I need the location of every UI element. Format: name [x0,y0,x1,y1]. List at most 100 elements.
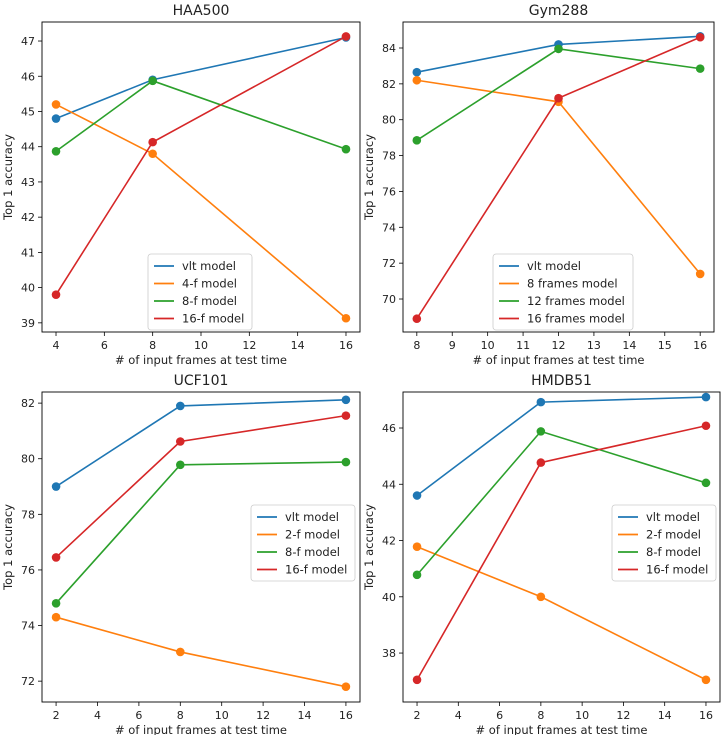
x-tick-label: 9 [449,339,456,352]
x-tick-label: 4 [94,709,101,722]
y-tick-label: 47 [21,35,35,48]
data-point [341,411,351,420]
data-point [341,313,351,323]
subplot-ucf101: UCF101 2 4 6 8 10 12 14 16 72 74 76 78 80 82 # of input… [1,373,361,737]
series-line-0 [55,398,346,488]
y-tick-label: 72 [21,675,35,688]
axes-frame [41,21,361,333]
x-tick-label: 4 [455,709,462,722]
data-point [412,491,422,500]
x-tick-label: 14 [658,709,672,722]
x-tick-label: 2 [53,709,60,722]
x-axis-label: # of input frames at test time [473,353,645,367]
legend-label: vlt model [646,510,700,524]
y-tick-label: 82 [382,78,396,91]
data-point [341,457,351,467]
x-tick-label: 16 [339,709,353,722]
legend-label: 8-f model [646,545,701,559]
legend-label: 16-f model [646,563,708,577]
x-tick-label: 8 [537,709,544,722]
x-tick-label: 16 [339,339,353,352]
data-point [51,482,61,491]
legend-label: vlt model [285,510,339,524]
data-point [412,570,422,580]
legend-box [250,504,356,582]
x-tick-label: 8 [413,339,420,352]
legend-label: 16-f model [182,312,244,326]
legend-label: 2-f model [285,528,340,542]
y-tick-label: 72 [382,257,396,270]
axes-frame [41,391,361,703]
series-line-1 [55,616,347,688]
y-tick-label: 38 [382,647,396,660]
data-point [536,427,546,436]
y-tick-label: 45 [21,105,35,118]
chart-title: HAA500 [173,3,230,19]
data-point [51,553,61,562]
data-point [148,76,157,86]
data-point [148,149,157,159]
legend: vlt model 4-f model 8-f model 16-f model [147,253,253,331]
legend-label: vlt model [527,259,581,273]
y-tick-label: 80 [382,114,396,127]
legend-label: 8-f model [285,545,340,559]
y-tick-label: 82 [21,397,35,410]
chart-title: UCF101 [174,373,229,389]
y-tick-label: 76 [21,564,35,577]
y-tick-label: 42 [382,535,396,548]
legend: vlt model 2-f model 8-f model 16-f model [611,504,717,582]
legend-label: 4-f model [182,277,237,291]
y-axis-label: Top 1 accuracy [1,134,15,221]
x-tick-label: 10 [575,709,589,722]
x-tick-label: 12 [242,339,256,352]
y-tick-label: 46 [21,70,35,83]
y-axis-label: Top 1 accuracy [362,504,376,591]
x-tick-label: 10 [194,339,208,352]
data-point [412,542,422,552]
data-point [51,599,61,608]
legend: vlt model 2-f model 8-f model 16-f model [250,504,356,582]
y-tick-label: 46 [382,422,396,435]
data-point [51,290,61,299]
data-point [175,437,185,446]
x-tick-label: 4 [53,339,60,352]
legend: vlt model 8 frames model 12 frames model 16… [492,253,634,331]
y-axis-label: Top 1 accuracy [1,504,15,591]
data-point [695,269,705,279]
x-tick-label: 10 [481,339,495,352]
y-tick-label: 42 [21,211,35,224]
legend-label: 8 frames model [527,277,618,291]
data-point [51,612,61,622]
y-tick-label: 80 [21,453,35,466]
x-tick-label: 14 [291,339,305,352]
data-point [536,458,546,467]
legend-label: vlt model [182,259,236,273]
series-line-1 [416,79,701,275]
legend-box [611,504,717,582]
legend-label: 16-f model [285,563,347,577]
legend-label: 8-f model [182,294,237,308]
data-point [51,146,61,156]
chart-title: Gym288 [529,3,589,19]
data-point [341,144,351,154]
y-tick-label: 76 [382,185,396,198]
y-tick-label: 74 [21,620,35,633]
data-point [554,93,563,103]
x-tick-label: 12 [552,339,566,352]
data-point [412,314,422,324]
data-point [701,478,711,488]
legend-label: 16 frames model [527,312,625,326]
x-tick-label: 10 [215,709,229,722]
data-point [695,64,705,73]
data-point [412,67,422,77]
y-tick-label: 44 [21,141,35,154]
x-tick-label: 8 [177,709,184,722]
x-tick-label: 6 [135,709,142,722]
data-point [341,682,351,692]
x-tick-label: 12 [616,709,630,722]
data-point [51,100,61,109]
x-tick-label: 15 [658,339,672,352]
legend-box [492,253,634,331]
x-tick-label: 8 [149,339,156,352]
